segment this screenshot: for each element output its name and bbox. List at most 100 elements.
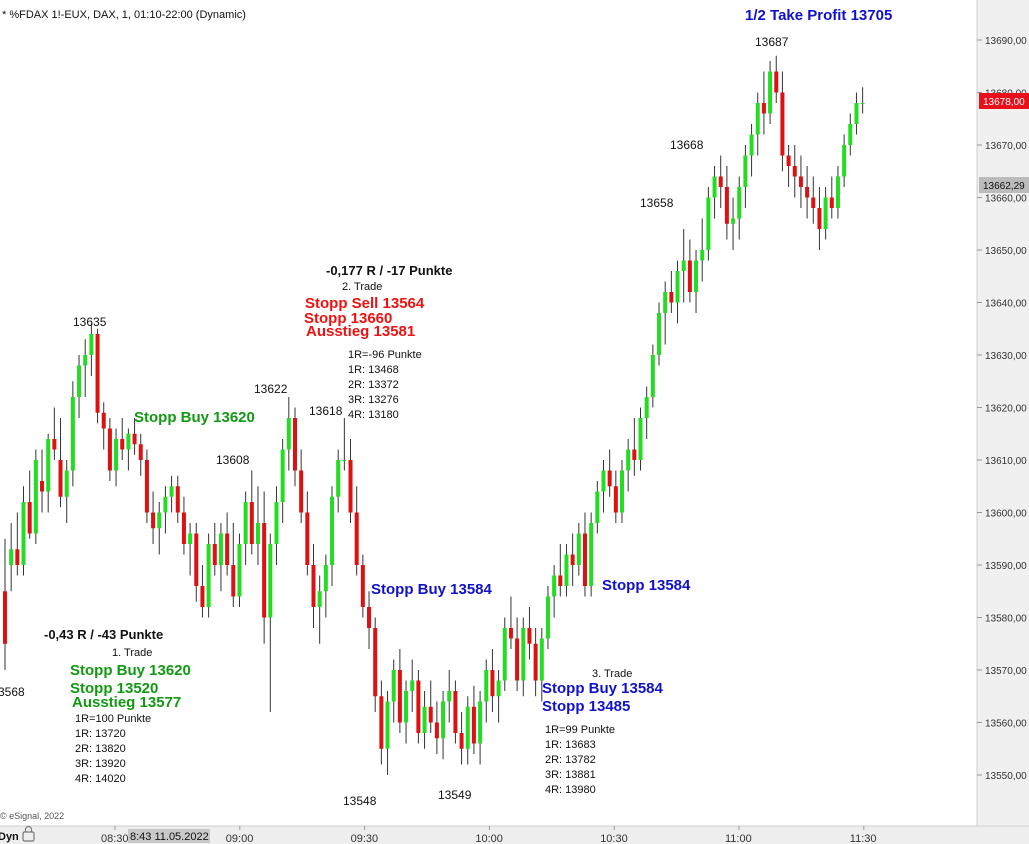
candle: [527, 607, 532, 660]
candle: [367, 591, 372, 649]
candle-body-down: [792, 166, 797, 177]
trade1-name: 1. Trade: [112, 647, 152, 659]
candle-body-up: [465, 706, 470, 749]
lock-icon[interactable]: [22, 825, 35, 842]
candle: [151, 491, 156, 544]
price-tick-label: 13690,00: [985, 36, 1027, 47]
candle-body-up: [126, 433, 131, 450]
candle: [589, 512, 594, 597]
take-profit-label: 1/2 Take Profit 13705: [745, 7, 892, 24]
candle: [539, 628, 544, 702]
pivot-13668: 13668: [670, 138, 704, 152]
candle: [77, 355, 82, 418]
candle: [441, 691, 446, 760]
candle-body-down: [120, 439, 125, 450]
candle: [792, 145, 797, 198]
last-price-tag: [979, 93, 1029, 109]
candle: [169, 475, 174, 513]
candle-body-down: [27, 502, 32, 534]
candle-body-up: [539, 638, 544, 681]
candle: [620, 460, 624, 523]
candle-body-down: [811, 197, 816, 208]
candle: [724, 166, 729, 240]
cursor-time-tag: [128, 829, 210, 843]
candle: [237, 533, 242, 607]
candle-body-up: [447, 691, 452, 702]
candle-body-up: [620, 470, 624, 513]
candle: [761, 71, 766, 135]
chart-title: * %FDAX 1!-EUX, DAX, 1, 01:10-22:00 (Dyn…: [2, 9, 246, 21]
candle-body-up: [77, 365, 82, 397]
candle: [200, 565, 205, 618]
pivot-13658: 13658: [640, 196, 674, 210]
candle-body-down: [718, 176, 723, 187]
candle-body-up: [700, 250, 705, 261]
trade1-chart-entry: Stopp Buy 13620: [134, 409, 255, 426]
candle: [120, 418, 125, 460]
candle-body-down: [613, 486, 618, 513]
candle-body-down: [262, 523, 267, 618]
candle: [626, 439, 631, 492]
candle: [225, 512, 230, 576]
candle-body-down: [305, 512, 310, 565]
candle: [274, 486, 279, 565]
trade3-t3: 3R: 13881: [545, 769, 596, 781]
candle-body-down: [490, 670, 495, 697]
dyn-label[interactable]: Dyn: [0, 831, 19, 843]
candle: [552, 565, 557, 618]
time-axis: 09:00 09:30 10:00 10:30 11:00 11:30 08:30: [101, 826, 877, 844]
candle-body-up: [46, 439, 51, 492]
price-tick-label: 13660,00: [985, 194, 1027, 205]
candle: [515, 617, 520, 691]
candle: [138, 433, 143, 476]
candle-body-down: [367, 607, 372, 628]
candle: [434, 701, 439, 754]
candle: [40, 449, 45, 513]
pivot-13687: 13687: [755, 35, 789, 49]
candle: [780, 71, 785, 172]
candle: [181, 496, 186, 555]
candle-body-up: [657, 313, 662, 355]
candle-body-up: [323, 565, 328, 592]
candle: [805, 166, 810, 219]
candle-body-down: [194, 533, 199, 586]
candle: [101, 402, 106, 450]
candle: [70, 381, 75, 487]
candle: [687, 239, 692, 303]
trade2-t1: 1R: 13468: [348, 364, 399, 376]
candle: [471, 685, 476, 754]
candle: [243, 491, 248, 565]
candle-body-up: [650, 355, 655, 397]
trade1-t4: 4R: 14020: [75, 773, 126, 785]
cursor-price-tag: [979, 177, 1029, 193]
time-axis-panel[interactable]: [0, 826, 1029, 844]
candle: [712, 166, 717, 219]
cursor-price-label: 13662,29: [983, 181, 1025, 192]
candle: [558, 544, 563, 597]
time-tick-label: 10:00: [475, 833, 503, 844]
candle: [83, 339, 88, 397]
price-axis-panel[interactable]: [977, 0, 1029, 844]
trade1-exit: Ausstieg 13577: [72, 694, 181, 711]
pivot-13549: 13549: [438, 788, 472, 802]
candle-body-down: [360, 565, 365, 607]
candle-body-down: [151, 512, 156, 529]
time-tick-label: 11:30: [850, 833, 877, 844]
candle: [89, 323, 94, 376]
candle: [663, 281, 668, 345]
candle: [657, 302, 662, 366]
candle-body-down: [527, 628, 532, 644]
candle: [132, 418, 137, 455]
blue-stopp-buy: Stopp Buy 13584: [371, 581, 493, 598]
candle: [157, 502, 162, 555]
candle: [453, 680, 458, 744]
candle: [700, 218, 705, 282]
candle-body-up: [484, 670, 489, 702]
candle-body-down: [459, 733, 464, 749]
candle-body-up: [404, 691, 409, 723]
candle: [95, 328, 100, 424]
candle: [249, 470, 254, 555]
candle-body-up: [521, 628, 526, 681]
trade2-t2: 2R: 13372: [348, 379, 399, 391]
